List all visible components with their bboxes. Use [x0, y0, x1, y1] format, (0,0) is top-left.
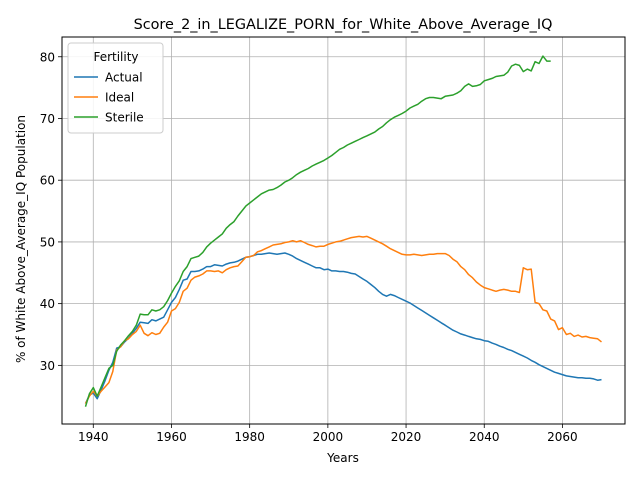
y-tick-label: 80 — [40, 50, 55, 64]
chart-title: Score_2_in_LEGALIZE_PORN_for_White_Above… — [134, 17, 553, 33]
x-tick-label: 1960 — [156, 430, 187, 444]
series-lines — [84, 55, 602, 407]
y-tick-label: 50 — [40, 235, 55, 249]
x-tick-label: 2060 — [547, 430, 578, 444]
x-axis-ticks: 1940 1960 1980 2000 2020 2040 2060 — [78, 424, 578, 444]
y-axis-ticks: 30 40 50 60 70 80 — [40, 50, 62, 373]
legend-label-sterile: Sterile — [105, 111, 144, 125]
x-tick-label: 1980 — [234, 430, 265, 444]
series-line-ideal — [84, 235, 602, 404]
legend-box — [67, 42, 164, 134]
series-line-sterile — [84, 55, 551, 407]
x-axis-label: Years — [326, 451, 359, 465]
plot-frame — [61, 36, 626, 425]
legend-title: Fertility — [93, 50, 138, 64]
x-tick-label: 1940 — [78, 430, 109, 444]
legend: Fertility Actual Ideal Sterile — [67, 42, 164, 134]
x-tick-label: 2040 — [469, 430, 500, 444]
y-tick-label: 30 — [40, 359, 55, 373]
y-tick-label: 60 — [40, 174, 55, 188]
legend-label-ideal: Ideal — [105, 91, 134, 105]
x-tick-label: 2000 — [313, 430, 344, 444]
x-tick-label: 2020 — [391, 430, 422, 444]
legend-label-actual: Actual — [105, 71, 143, 85]
series-line-actual — [84, 252, 602, 404]
legend-items: Actual Ideal Sterile — [74, 71, 144, 125]
y-tick-label: 40 — [40, 297, 55, 311]
y-tick-label: 70 — [40, 112, 55, 126]
grid-lines — [62, 37, 625, 424]
y-axis-label: % of White Above_Average_IQ Population — [14, 115, 28, 363]
